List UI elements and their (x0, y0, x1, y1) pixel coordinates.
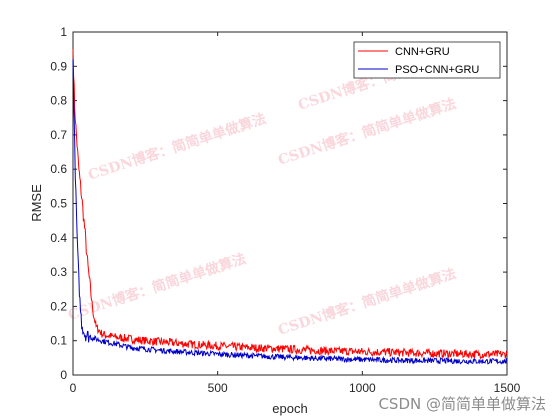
x-tick-label: 500 (208, 381, 228, 395)
y-tick-label: 1 (60, 25, 67, 39)
y-tick-label: 0.9 (50, 59, 67, 73)
y-axis-label: RMSE (29, 184, 44, 222)
x-tick-label: 0 (70, 381, 77, 395)
series-line-pso-cnn-gru (72, 59, 508, 365)
legend: CNN+GRU PSO+CNN+GRU (353, 41, 501, 79)
tick-layer: 0 500 1000 1500 0 0.1 0.2 0.3 0.4 0.5 0.6 0.7 0.8 0.9… (50, 25, 520, 395)
y-tick-label: 0.6 (50, 162, 67, 176)
credit-text: CSDN @简简单单做算法 (378, 395, 546, 413)
watermark-text: CSDN博客：简简单单做算法 (86, 110, 268, 184)
y-tick-label: 0.5 (50, 197, 67, 211)
watermark-layer: CSDN博客：简简单单做算法 CSDN博客：简简单单做算法 CSDN博客：简简单… (66, 40, 478, 339)
y-tick-label: 0.1 (50, 334, 67, 348)
x-tick-label: 1500 (494, 381, 521, 395)
y-tick-label: 0.2 (50, 299, 67, 313)
x-axis-label: epoch (272, 401, 307, 416)
y-tick-label: 0.4 (50, 231, 67, 245)
series-layer (72, 49, 508, 365)
legend-label-pso-cnn-gru: PSO+CNN+GRU (395, 64, 479, 76)
y-tick-label: 0.8 (50, 94, 67, 108)
x-tick-label: 1000 (349, 381, 376, 395)
y-tick-label: 0 (60, 368, 67, 382)
series-line-cnn-gru (72, 49, 508, 360)
y-tick-label: 0.3 (50, 265, 67, 279)
legend-box (353, 41, 501, 79)
y-tick-label: 0.7 (50, 128, 67, 142)
legend-label-cnn-gru: CNN+GRU (395, 46, 450, 58)
watermark-text: CSDN博客：简简单单做算法 (276, 265, 458, 339)
